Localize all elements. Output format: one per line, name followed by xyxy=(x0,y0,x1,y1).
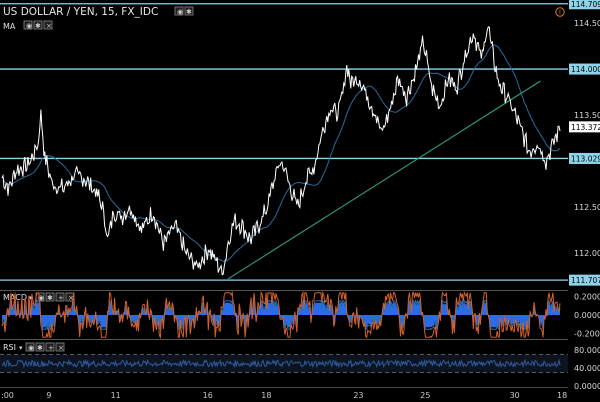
close-icon: × xyxy=(58,344,64,352)
level-price-tag[interactable] xyxy=(569,274,600,286)
chevron-down-icon[interactable]: ▾ xyxy=(19,344,23,352)
alert-icon: ! xyxy=(559,9,562,17)
macd-pane[interactable] xyxy=(1,290,561,340)
macd-settings-button[interactable]: ✱ xyxy=(45,292,55,302)
gear-icon: ✱ xyxy=(37,344,43,352)
rsi-tick-label: 80.0000 xyxy=(574,346,600,355)
rsi-tick-label: 0.0000 xyxy=(574,382,600,391)
current-price-label: 113.372 xyxy=(571,123,600,132)
eye-icon: ◉ xyxy=(38,294,44,302)
time-axis[interactable]: :00 9 11 16 18 23 25 30 18 xyxy=(1,391,567,400)
header-eye-button[interactable]: ◉ xyxy=(174,6,184,16)
macd-line xyxy=(1,290,561,340)
time-tick-label: 18 xyxy=(261,391,271,400)
price-tick-label: 112.500 xyxy=(574,203,600,212)
ma-close-button[interactable]: × xyxy=(43,20,53,30)
time-tick-label: 11 xyxy=(111,391,121,400)
macd-tick-label: -0.2000 xyxy=(574,329,600,338)
time-tick-label: 16 xyxy=(203,391,213,400)
close-icon: × xyxy=(46,22,52,30)
ma-eye-button[interactable]: ◉ xyxy=(23,20,33,30)
plus-icon: + xyxy=(58,294,64,302)
rsi-close-button[interactable]: × xyxy=(55,342,65,352)
level-price-tag-label: 114.709 xyxy=(571,0,600,9)
moving-average-line xyxy=(1,44,561,262)
close-icon: × xyxy=(68,294,74,302)
macd-tick-label: 0.2000 xyxy=(574,293,600,302)
rsi-tick-label: 40.0000 xyxy=(574,364,600,373)
rsi-settings-button[interactable]: ✱ xyxy=(35,342,45,352)
time-tick-label: 25 xyxy=(420,391,430,400)
rsi-line xyxy=(1,358,561,369)
price-tick-label: 112.000 xyxy=(574,249,600,258)
price-scale[interactable]: 114.500114.000113.500113.000112.500112.0… xyxy=(569,0,600,391)
current-price-tag xyxy=(569,121,600,133)
rsi-add-button[interactable]: + xyxy=(45,342,55,352)
gear-icon: ✱ xyxy=(186,8,192,16)
ma-label: MA xyxy=(3,22,16,31)
header-settings-button[interactable]: ✱ xyxy=(184,6,194,16)
eye-icon: ◉ xyxy=(26,22,32,30)
price-pane[interactable] xyxy=(0,3,568,281)
time-tick-label: 30 xyxy=(510,391,520,400)
plus-icon: + xyxy=(48,344,54,352)
level-price-tag-label: 114.000 xyxy=(571,65,600,74)
level-price-tag-label: 111.707 xyxy=(571,276,600,285)
level-price-tag[interactable] xyxy=(569,63,600,75)
price-tick-label: 114.500 xyxy=(574,19,600,28)
ma-settings-button[interactable]: ✱ xyxy=(33,20,43,30)
time-tick-label: 9 xyxy=(46,391,51,400)
eye-icon: ◉ xyxy=(177,8,183,16)
trendline[interactable] xyxy=(227,80,541,280)
rsi-label: RSI xyxy=(3,343,16,352)
price-tick-label: 113.500 xyxy=(574,111,600,120)
time-tick-label: 18 xyxy=(557,391,567,400)
level-price-tag-label: 113.029 xyxy=(571,154,600,163)
gear-icon: ✱ xyxy=(47,294,53,302)
gear-icon: ✱ xyxy=(35,22,41,30)
macd-add-button[interactable]: + xyxy=(55,292,65,302)
level-price-tag[interactable] xyxy=(569,0,600,10)
chevron-down-icon[interactable]: ▾ xyxy=(29,294,33,302)
price-series-line xyxy=(1,26,561,276)
time-tick-label: :00 xyxy=(1,391,14,400)
time-tick-label: 23 xyxy=(353,391,363,400)
rsi-eye-button[interactable]: ◉ xyxy=(25,342,35,352)
alert-button[interactable]: ! xyxy=(555,7,565,17)
rsi-pane[interactable] xyxy=(0,354,568,373)
chart-title: US DOLLAR / YEN, 15, FX_IDC xyxy=(3,6,158,18)
macd-tick-label: 0.0000 xyxy=(574,311,600,320)
eye-icon: ◉ xyxy=(28,344,34,352)
level-price-tag[interactable] xyxy=(569,152,600,164)
